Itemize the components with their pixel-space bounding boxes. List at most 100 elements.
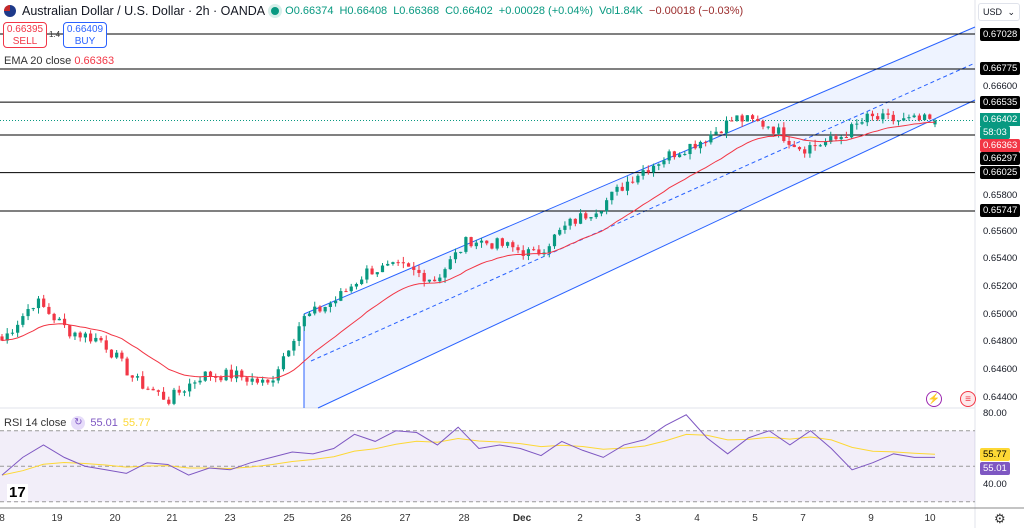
time-tick: 28 <box>458 513 470 524</box>
candle-body <box>151 388 155 391</box>
channel-upper <box>303 26 976 315</box>
candle-body <box>10 332 15 334</box>
candle-body <box>907 117 911 119</box>
candle-body <box>412 266 416 270</box>
candle-body <box>276 369 280 381</box>
candle-body <box>803 149 807 154</box>
candle-body <box>631 181 635 183</box>
time-tick: 9 <box>868 513 874 524</box>
tradingview-logo[interactable]: 17 <box>7 484 28 501</box>
level-label: 0.66775 <box>980 62 1021 76</box>
price-tick: 0.65400 <box>983 253 1018 265</box>
candle-body <box>391 262 395 264</box>
candle-body <box>855 123 859 125</box>
candle-body <box>526 249 531 256</box>
candle-body <box>829 136 833 142</box>
candle-body <box>750 115 755 119</box>
candle-body <box>292 340 296 351</box>
candle-body <box>297 326 301 341</box>
candle-body <box>89 333 93 342</box>
candle-body <box>62 318 67 326</box>
lightning-icon[interactable]: ⚡ <box>926 391 942 407</box>
rsi-ma-label: 55.77 <box>980 447 1010 461</box>
time-tick: 23 <box>224 513 236 524</box>
settings-icon[interactable]: ⚙ <box>994 511 1006 526</box>
candle-body <box>469 237 473 247</box>
sell-price: 0.66395 <box>6 24 44 35</box>
candle-body <box>599 211 604 214</box>
candle-body <box>229 369 233 379</box>
candle-body <box>313 306 317 314</box>
rsi-value-label: 55.01 <box>980 461 1010 475</box>
candle-body <box>537 249 541 255</box>
candle-body <box>724 120 729 134</box>
rsi-line <box>1 414 935 476</box>
candle-body <box>651 165 656 173</box>
candle-body <box>287 350 291 357</box>
currency-select[interactable]: USD ⌄ <box>978 3 1020 21</box>
sell-button[interactable]: 0.66395 SELL <box>3 22 47 48</box>
level-label: 0.65747 <box>980 204 1021 218</box>
candle-body <box>401 262 405 264</box>
candle-body <box>881 113 885 120</box>
candle-body <box>375 272 379 275</box>
candle-body <box>188 383 192 392</box>
candle-body <box>161 391 166 400</box>
candle-body <box>745 115 749 122</box>
candle-body <box>547 246 551 253</box>
buy-button[interactable]: 0.66409 BUY <box>63 22 107 48</box>
candle-body <box>578 213 583 224</box>
market-open-icon <box>271 7 280 15</box>
candle-body <box>344 291 348 293</box>
candle-body <box>704 141 708 143</box>
buy-price: 0.66409 <box>66 24 104 35</box>
candle-body <box>850 124 854 138</box>
rsi-legend[interactable]: RSI 14 close ↻ 55.01 55.77 <box>4 416 150 430</box>
candle-body <box>766 126 770 128</box>
ema-line <box>1 121 936 379</box>
candle-body <box>99 337 103 341</box>
candle-body <box>511 242 515 248</box>
candle-body <box>552 234 557 247</box>
candle-body <box>214 376 218 378</box>
ema-legend[interactable]: EMA 20 close 0.66363 <box>4 55 114 67</box>
candle-body <box>532 249 536 251</box>
candle-body <box>922 114 927 121</box>
volume-change: −0.00018 (−0.03%) <box>649 5 744 17</box>
candle-body <box>902 118 906 121</box>
candle-body <box>683 154 687 156</box>
candle-body <box>625 181 630 191</box>
candle-body <box>109 349 114 358</box>
candle-body <box>396 262 400 264</box>
us-flag-icon[interactable]: ≡ <box>960 391 976 407</box>
candle-body <box>5 333 9 341</box>
symbol-title[interactable]: Australian Dollar / U.S. Dollar · 2h · O… <box>22 4 266 18</box>
candle-body <box>464 237 468 252</box>
low-value: L0.66368 <box>393 5 440 17</box>
time-tick: 2 <box>577 513 583 524</box>
refresh-icon[interactable]: ↻ <box>71 416 86 430</box>
candle-body <box>844 137 848 139</box>
candle-body <box>516 247 520 251</box>
candle-body <box>349 286 353 292</box>
candle-body <box>318 306 322 312</box>
candle-body <box>104 340 108 350</box>
volume-value: Vol1.84K <box>598 5 644 17</box>
candle-body <box>860 122 864 124</box>
candle-body <box>735 115 739 121</box>
rsi-tick: 40.00 <box>983 478 1007 490</box>
time-tick: 26 <box>340 513 352 524</box>
candle-body <box>495 238 499 249</box>
candle-body <box>52 313 56 321</box>
candle-body <box>667 151 671 161</box>
candle-body <box>928 114 932 119</box>
candle-body <box>156 390 160 392</box>
candle-body <box>57 318 61 321</box>
candle-body <box>130 375 134 378</box>
price-tick: 0.65600 <box>983 225 1018 237</box>
candle-body <box>68 325 72 337</box>
time-tick: 19 <box>51 513 63 524</box>
candle-body <box>761 120 765 127</box>
aud-usd-flag-icon <box>4 5 16 17</box>
